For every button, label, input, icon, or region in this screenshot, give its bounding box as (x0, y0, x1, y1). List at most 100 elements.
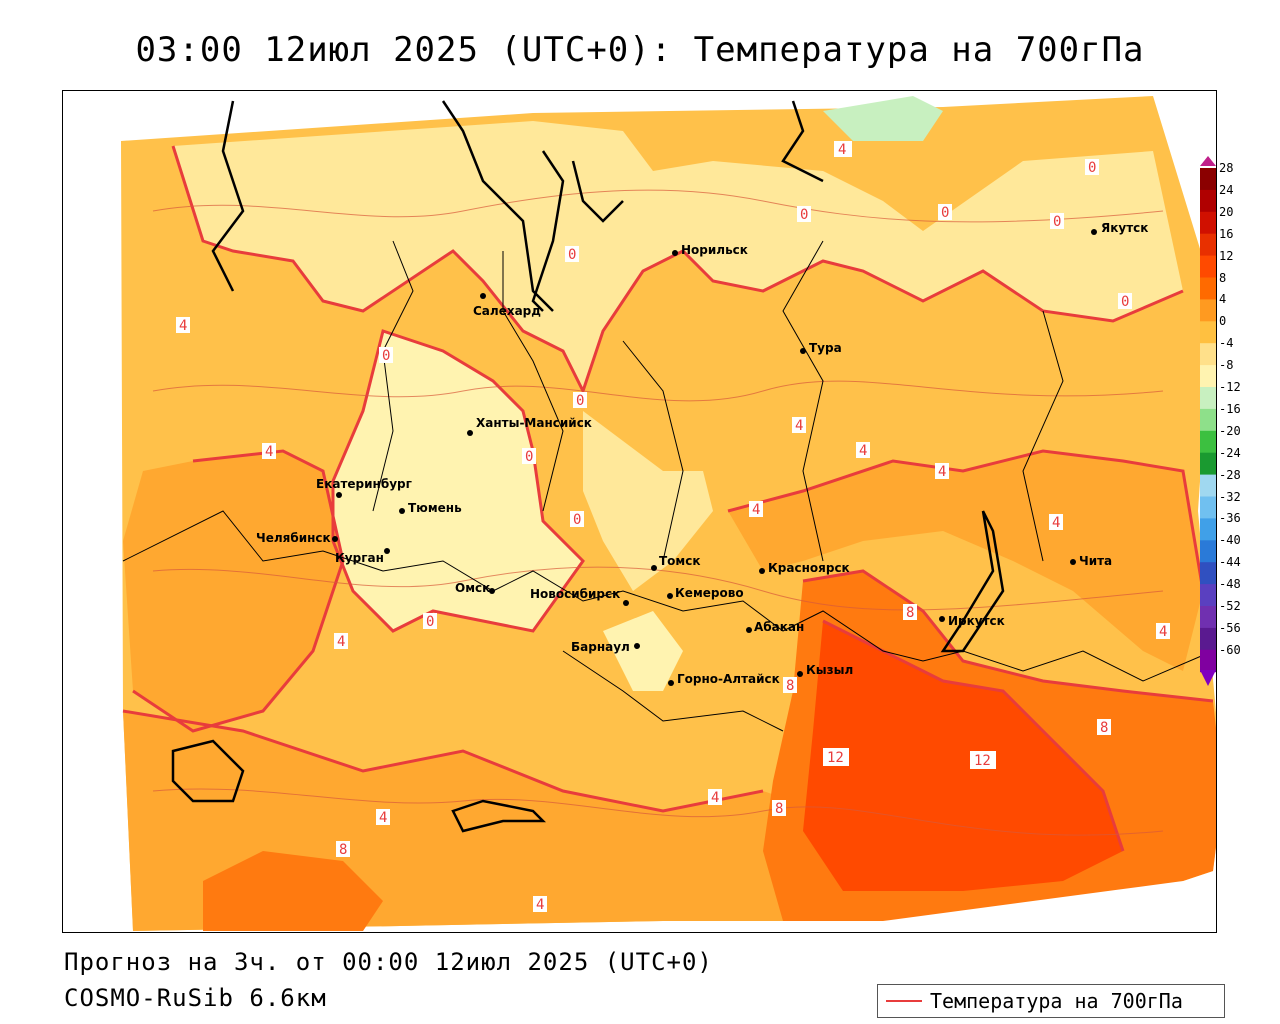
city-label: Горно-Алтайск (677, 672, 780, 686)
colorbar-tick-label: -48 (1219, 577, 1241, 592)
contour-label: 4 (1052, 515, 1060, 531)
colorbar-swatch (1200, 387, 1216, 410)
colorbar-tick-label: -16 (1219, 401, 1241, 416)
isotherm-lines (122, 145, 1214, 852)
contour-label: 4 (337, 634, 345, 650)
colorbar-tick-label: 16 (1219, 226, 1234, 241)
colorbar-tick-label: 0 (1219, 314, 1227, 329)
colorbar-swatch (1200, 518, 1216, 541)
contour-label: 4 (859, 443, 867, 459)
colorbar-tick-label: 20 (1219, 204, 1234, 219)
colorbar-tick-label: -12 (1219, 380, 1241, 394)
coastline (171, 100, 1005, 833)
colorbar-swatch (1200, 584, 1216, 607)
contour-label: 0 (426, 614, 434, 630)
colorbar-tick-label: -40 (1219, 533, 1241, 548)
contour-label-group: 4 0 0 0 0 0 0 4 0 0 4 4 4 0 4 4 0 4 8 0 … (176, 141, 1170, 913)
model-info: COSMO-RuSib 6.6км (64, 984, 327, 1012)
legend-label: Температура на 700гПа (930, 989, 1183, 1013)
map-legend: Температура на 700гПа (877, 984, 1225, 1018)
city-label: Ханты-Мансийск (476, 416, 592, 430)
contour-label: 0 (941, 205, 949, 221)
contour-label: 0 (525, 449, 533, 465)
contour-label: 8 (339, 842, 347, 858)
colorbar-tick-label: -28 (1219, 467, 1241, 482)
city-label: Норильск (681, 243, 748, 257)
contour-label: 12 (827, 750, 844, 766)
city-label: Кемерово (675, 586, 744, 600)
colorbar-strip (1200, 156, 1216, 686)
colorbar-swatch (1200, 168, 1216, 191)
contour-label: 4 (1159, 624, 1167, 640)
admin-borders (122, 240, 1214, 732)
colorbar-swatch (1200, 255, 1216, 278)
colorbar-tick-label: -56 (1219, 620, 1241, 635)
colorbar-swatch (1200, 299, 1216, 322)
city-label: Барнаул (571, 640, 630, 654)
colorbar-tick-label: 8 (1219, 270, 1227, 285)
city-label: Новосибирск (530, 587, 620, 601)
colorbar-tick-label: -32 (1219, 489, 1241, 504)
colorbar-swatch (1200, 474, 1216, 497)
colorbar-swatch (1200, 365, 1216, 388)
city-label: Екатеринбург (316, 477, 412, 491)
contour-label: 4 (752, 502, 760, 518)
contour-label: 0 (382, 348, 390, 364)
colorbar-swatch (1200, 211, 1216, 235)
city-label: Кызыл (806, 663, 853, 677)
contour-label: 8 (786, 678, 794, 694)
contour-label: 8 (1100, 720, 1108, 736)
contour-label: 0 (568, 247, 576, 263)
city-label: Челябинск (256, 531, 331, 545)
colorbar-swatch (1200, 452, 1216, 476)
temperature-fill (121, 96, 1216, 931)
colorbar-swatch (1200, 343, 1216, 366)
contour-label: 4 (795, 418, 803, 434)
colorbar-swatch (1200, 562, 1216, 585)
contour-label: 0 (573, 512, 581, 528)
colorbar-swatch (1200, 649, 1216, 673)
city-label: Чита (1079, 554, 1112, 568)
contour-label: 12 (974, 753, 991, 769)
colorbar-swatch (1200, 430, 1216, 454)
contour-label: 4 (265, 444, 273, 460)
map-panel: 4 0 0 0 0 0 0 4 0 0 4 4 4 0 4 4 0 4 8 0 … (62, 90, 1217, 933)
city-label: Якутск (1101, 221, 1148, 235)
city-label: Иркутск (948, 614, 1005, 628)
colorbar-tick-label: -4 (1219, 336, 1234, 351)
contour-label: 8 (775, 801, 783, 817)
contour-label: 4 (938, 464, 946, 480)
contour-label: 0 (1088, 160, 1096, 176)
temperature-colorbar: 28 24 20 16 12 8 4 0 -4 -8 -12 -16 -20 -24 -28 -32 -36 -4… (1196, 156, 1266, 690)
colorbar-swatch (1200, 277, 1216, 300)
city-label: Курган (335, 551, 384, 565)
forecast-info: Прогноз на 3ч. от 00:00 12июл 2025 (UTC+… (64, 948, 713, 976)
contour-label: 4 (179, 318, 187, 334)
colorbar-swatch (1200, 606, 1216, 629)
colorbar-tick-label: 28 (1219, 161, 1234, 175)
colorbar-swatch (1200, 189, 1216, 213)
page-title: 03:00 12июл 2025 (UTC+0): Температура на… (135, 30, 1145, 70)
colorbar-swatch (1200, 540, 1216, 563)
city-markers: Салехард Норильск Якутск Тура Ханты-Манс… (256, 221, 1148, 686)
temperature-map: 4 0 0 0 0 0 0 4 0 0 4 4 4 0 4 4 0 4 8 0 … (121, 96, 1216, 931)
contour-label: 4 (379, 810, 387, 826)
thin-isolines (152, 189, 1164, 836)
colorbar-tick-label: -24 (1219, 445, 1241, 460)
contour-label: 4 (711, 790, 719, 806)
colorbar-tick-label: -8 (1219, 358, 1234, 373)
city-label: Омск (455, 581, 490, 595)
colorbar-tick-label: -20 (1219, 423, 1241, 438)
city-label: Красноярск (768, 561, 850, 575)
colorbar-tick-label: 24 (1219, 182, 1234, 197)
colorbar-swatch (1200, 496, 1216, 519)
contour-label: 8 (906, 605, 914, 621)
colorbar-tick-label: -52 (1219, 599, 1241, 613)
contour-label: 0 (576, 393, 584, 409)
colorbar-tick-label: 12 (1219, 248, 1234, 263)
colorbar-tick-label: -44 (1219, 555, 1241, 570)
legend-line-swatch (886, 1000, 922, 1002)
contour-label: 4 (838, 142, 846, 158)
colorbar-tick-label: -36 (1219, 511, 1241, 526)
colorbar-swatch (1200, 408, 1216, 432)
